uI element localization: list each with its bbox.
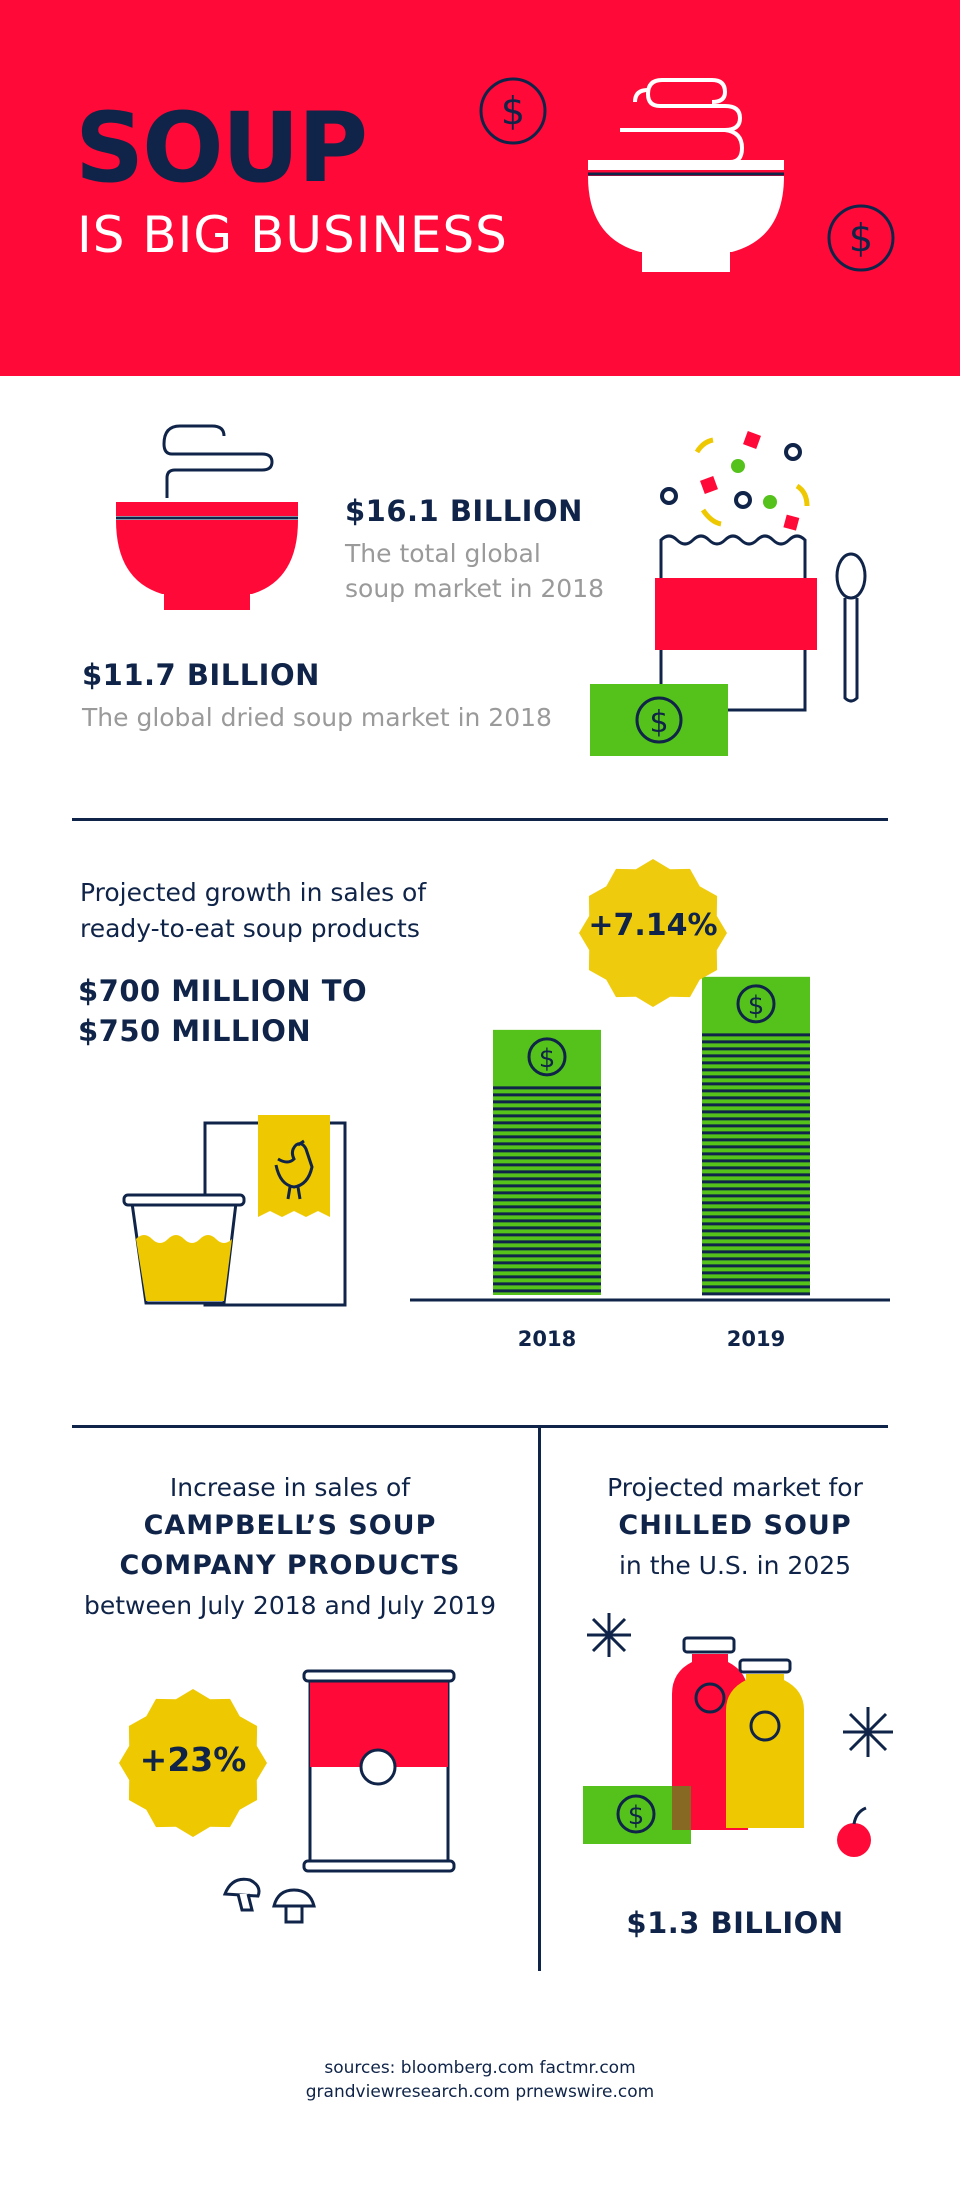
chilled-line-2: CHILLED SOUP	[618, 1510, 852, 1541]
svg-text:$: $	[649, 705, 668, 740]
sources-line-2: grandviewresearch.com prnewswire.com	[305, 2082, 655, 2102]
section-divider	[72, 818, 888, 821]
soup-bowl-icon	[116, 424, 298, 610]
header-banner: SOUP IS BIG BUSINESS $ $	[0, 0, 960, 376]
rte-label-1: Projected growth in sales of	[80, 878, 427, 907]
campbell-line-3: COMPANY PRODUCTS	[119, 1550, 461, 1581]
chart-category-label: 2019	[726, 1327, 786, 1351]
campbell-line-2: CAMPBELL’S SOUP	[143, 1510, 437, 1541]
dried-market-value: $11.7 BILLION	[82, 658, 320, 692]
steaming-bowl-icon	[588, 78, 784, 272]
chilled-value: $1.3 BILLION	[626, 1906, 844, 1940]
svg-text:$: $	[539, 1044, 556, 1074]
header-subtitle: IS BIG BUSINESS	[77, 206, 508, 264]
rte-value-2: $750 MILLION	[78, 1014, 312, 1048]
sources-line-1: sources: bloomberg.com factmr.com	[324, 2058, 636, 2078]
chilled-line-1: Projected market for	[607, 1473, 863, 1502]
snowflake-icon	[843, 1707, 893, 1757]
section-divider	[72, 1425, 888, 1428]
snowflake-icon	[587, 1613, 631, 1657]
svg-text:$: $	[849, 216, 873, 260]
rte-value-1: $700 MILLION TO	[78, 974, 368, 1008]
dollar-coin-icon: $	[479, 77, 547, 145]
svg-text:$: $	[501, 89, 525, 133]
chilled-line-3: in the U.S. in 2025	[618, 1551, 852, 1580]
rte-label-2: ready-to-eat soup products	[80, 914, 420, 943]
total-market-desc-2: soup market in 2018	[345, 574, 605, 603]
mushroom-icon	[222, 1877, 316, 1924]
chilled-bottles-illustration: $	[583, 1636, 871, 1857]
soup-packet-illustration: $	[590, 431, 867, 756]
svg-text:$: $	[628, 1801, 645, 1831]
dried-market-desc: The global dried soup market in 2018	[82, 703, 552, 732]
svg-text:$: $	[748, 991, 765, 1021]
chart-category-label: 2018	[517, 1327, 577, 1351]
soup-can-icon	[302, 1669, 456, 1873]
chart-bar-2019: $	[702, 976, 810, 1296]
campbell-line-1: Increase in sales of	[169, 1473, 411, 1502]
chart-bar-2018: $	[493, 1029, 601, 1295]
dollar-coin-icon	[736, 984, 776, 1024]
growth-badge	[579, 859, 727, 1007]
soup-cup-illustration	[122, 1115, 347, 1307]
header-title: SOUP	[75, 92, 368, 204]
dollar-coin-icon: $	[827, 204, 895, 272]
total-market-desc-1: The total global	[345, 539, 541, 568]
vertical-divider	[538, 1426, 541, 1971]
increase-badge-label: +23%	[139, 1740, 247, 1779]
campbell-line-4: between July 2018 and July 2019	[83, 1591, 497, 1620]
total-market-value: $16.1 BILLION	[345, 494, 583, 528]
sales-bar-chart: $$	[410, 976, 890, 1302]
dollar-coin-icon	[527, 1037, 567, 1077]
increase-badge	[119, 1689, 267, 1837]
growth-badge-label: +7.14%	[588, 908, 718, 943]
